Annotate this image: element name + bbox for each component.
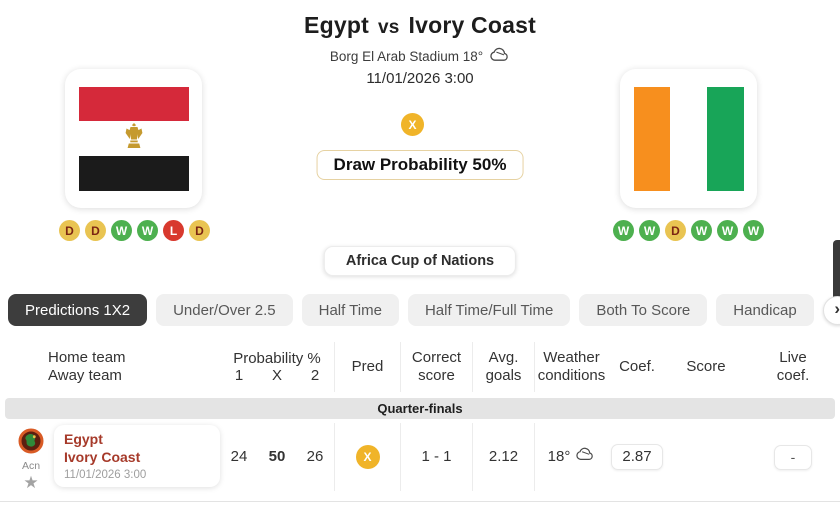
page-title: Egypt vs Ivory Coast	[0, 12, 840, 39]
coef-button[interactable]: 2.87	[611, 443, 663, 471]
league-button[interactable]: Africa Cup of Nations	[323, 246, 517, 276]
cloud-icon	[489, 47, 510, 65]
header-probability-label: Probability %	[233, 350, 321, 367]
form-badge: D	[85, 220, 106, 241]
row-prob-1: 24	[230, 447, 248, 465]
tab-half-time-full-time[interactable]: Half Time/Full Time	[407, 294, 571, 326]
tab-half-time[interactable]: Half Time	[301, 294, 399, 326]
header-away-team: Away team	[48, 367, 122, 384]
eagle-of-saladin-icon	[124, 123, 144, 154]
away-flag-card	[620, 69, 757, 208]
table-header: Home team Away team Probability % 1 X 2 …	[0, 342, 840, 392]
header-correct-score: Correct score	[400, 342, 472, 392]
row-prob-2: 26	[306, 447, 324, 465]
cloud-icon	[575, 447, 595, 466]
title-vs-label: vs	[377, 17, 400, 38]
row-coef-cell: 2.87	[608, 423, 666, 491]
title-home-team: Egypt	[304, 12, 369, 38]
form-badge: W	[639, 220, 660, 241]
tab-both-to-score[interactable]: Both To Score	[579, 294, 708, 326]
match-cell: Acn ★ Egypt Ivory Coast 11/01/2026 3:00	[0, 423, 220, 491]
row-datetime: 11/01/2026 3:00	[64, 469, 147, 481]
header-avg-goals: Avg. goals	[472, 342, 534, 392]
live-coef-button[interactable]: -	[774, 444, 812, 470]
header-team-column: Home team Away team	[0, 342, 220, 392]
home-form-badges: D D W W L D	[59, 220, 210, 241]
header-prob-x: X	[271, 367, 282, 384]
row-avg-goals: 2.12	[472, 423, 534, 492]
away-form-badges: W W D W W W	[613, 220, 764, 241]
form-badge: W	[743, 220, 764, 241]
form-badge: W	[111, 220, 132, 241]
tab-handicap[interactable]: Handicap	[716, 294, 814, 326]
row-score	[666, 423, 746, 491]
header-pred: Pred	[334, 342, 400, 392]
prediction-x-badge: X	[401, 113, 424, 136]
row-away-team: Ivory Coast	[64, 448, 141, 465]
row-pred: X	[334, 423, 400, 492]
row-prob-x: 50	[268, 447, 286, 465]
prediction-tabs: Predictions 1X2 Under/Over 2.5 Half Time…	[8, 294, 840, 326]
kickoff-datetime: 11/01/2026 3:00	[366, 70, 474, 87]
acn-league-logo-icon	[18, 428, 44, 459]
form-badge: W	[691, 220, 712, 241]
row-weather: 18°	[534, 423, 608, 492]
table-row: Acn ★ Egypt Ivory Coast 11/01/2026 3:00 …	[0, 423, 840, 492]
ivory-coast-flag	[633, 86, 744, 191]
form-badge: D	[189, 220, 210, 241]
header-score: Score	[686, 357, 726, 375]
tab-predictions-1x2[interactable]: Predictions 1X2	[8, 294, 148, 326]
form-badge: D	[59, 220, 80, 241]
egypt-flag	[78, 86, 189, 191]
match-card[interactable]: Egypt Ivory Coast 11/01/2026 3:00	[54, 425, 220, 487]
header-live-coef: Live coef.	[776, 348, 810, 384]
header-probability: Probability % 1 X 2	[220, 342, 334, 392]
header-weather: Weather conditions	[534, 342, 608, 392]
section-title: Quarter-finals	[5, 398, 835, 419]
title-away-team: Ivory Coast	[408, 12, 536, 38]
row-home-team: Egypt	[64, 431, 103, 447]
venue-line: Borg El Arab Stadium 18°	[0, 47, 840, 65]
home-flag-card	[65, 69, 202, 208]
venue-text: Borg El Arab Stadium 18°	[329, 48, 484, 64]
bottom-divider	[0, 501, 840, 502]
header-prob-2: 2	[310, 367, 320, 384]
draw-probability-box: Draw Probability 50%	[316, 150, 524, 180]
prediction-x-badge: X	[355, 445, 380, 470]
form-badge: D	[665, 220, 686, 241]
form-badge: W	[137, 220, 158, 241]
header-home-team: Home team	[48, 348, 126, 366]
form-badge: L	[163, 220, 184, 241]
favorite-star-icon[interactable]: ★	[23, 473, 39, 493]
league-abbr: Acn	[21, 460, 41, 473]
form-badge: W	[717, 220, 738, 241]
scrollbar-thumb[interactable]	[833, 240, 840, 302]
row-correct-score: 1 - 1	[400, 423, 472, 492]
chevron-right-icon[interactable]: ›	[822, 295, 840, 325]
header-coef: Coef.	[619, 357, 655, 375]
header-prob-1: 1	[234, 367, 244, 384]
row-weather-temp: 18°	[547, 447, 571, 465]
row-live-coef-cell: -	[746, 423, 840, 491]
tab-under-over[interactable]: Under/Over 2.5	[156, 294, 293, 326]
league-column: Acn ★	[14, 425, 48, 491]
form-badge: W	[613, 220, 634, 241]
